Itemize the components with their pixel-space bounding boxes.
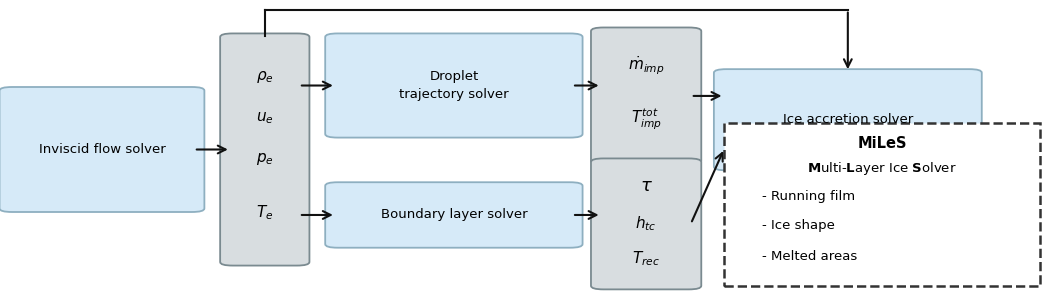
FancyBboxPatch shape	[591, 28, 701, 164]
Text: Inviscid flow solver: Inviscid flow solver	[39, 143, 166, 156]
Text: $T_{rec}$: $T_{rec}$	[633, 250, 660, 268]
FancyBboxPatch shape	[591, 158, 701, 289]
Text: $\rho_e$: $\rho_e$	[256, 69, 274, 85]
Text: $T_e$: $T_e$	[257, 204, 274, 222]
FancyBboxPatch shape	[0, 87, 205, 212]
Text: $T_{imp}^{tot}$: $T_{imp}^{tot}$	[630, 107, 662, 132]
Text: Ice accretion solver: Ice accretion solver	[782, 113, 913, 126]
Text: $h_{tc}$: $h_{tc}$	[636, 215, 657, 233]
Text: $\mathbf{M}$ulti-$\mathbf{L}$ayer Ice $\mathbf{S}$olver: $\mathbf{M}$ulti-$\mathbf{L}$ayer Ice $\…	[807, 160, 957, 177]
Text: - Melted areas: - Melted areas	[762, 251, 857, 263]
Text: $u_e$: $u_e$	[256, 110, 274, 126]
FancyBboxPatch shape	[220, 33, 309, 266]
Text: Droplet
trajectory solver: Droplet trajectory solver	[399, 70, 509, 101]
Text: $\dot{m}_{imp}$: $\dot{m}_{imp}$	[628, 54, 664, 77]
Text: Boundary layer solver: Boundary layer solver	[380, 208, 527, 222]
Text: - Running film: - Running film	[762, 190, 855, 203]
Bar	[724, 123, 1039, 286]
FancyBboxPatch shape	[325, 182, 583, 248]
FancyBboxPatch shape	[325, 33, 583, 138]
Text: MiLeS: MiLeS	[857, 137, 907, 152]
FancyBboxPatch shape	[714, 69, 982, 170]
Text: - Ice shape: - Ice shape	[762, 219, 835, 232]
Text: $\tau$: $\tau$	[640, 177, 653, 196]
Text: $p_e$: $p_e$	[256, 151, 274, 167]
